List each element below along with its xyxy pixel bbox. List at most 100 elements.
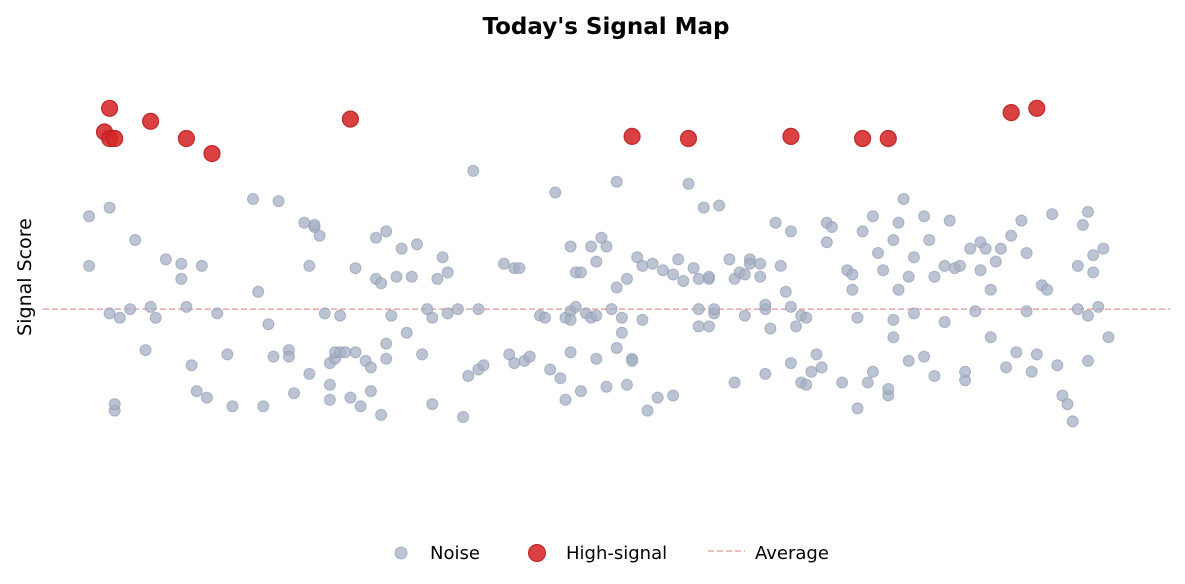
noise-point-226 — [1020, 305, 1033, 318]
noise-point-242 — [1082, 354, 1094, 367]
noise-point-142 — [703, 320, 715, 333]
noise-point-63 — [395, 242, 408, 255]
noise-point-165 — [784, 357, 797, 370]
noise-point-28 — [272, 195, 285, 208]
noise-point-163 — [784, 300, 797, 313]
noise-point-164 — [784, 225, 797, 238]
noise-point-218 — [984, 283, 997, 296]
noise-point-22 — [226, 400, 239, 413]
noise-point-0 — [83, 210, 96, 223]
noise-point-219 — [984, 331, 997, 344]
y-axis-label: Signal Score — [14, 218, 36, 336]
noise-point-61 — [385, 309, 398, 322]
noise-point-185 — [866, 365, 879, 378]
noise-point-246 — [1097, 242, 1110, 255]
noise-point-48 — [349, 262, 362, 275]
high-signal-point-6 — [203, 145, 221, 163]
noise-point-176 — [825, 221, 838, 233]
noise-point-228 — [1025, 365, 1038, 378]
noise-point-103 — [574, 385, 587, 398]
noise-point-141 — [703, 270, 715, 283]
noise-point-134 — [682, 177, 695, 190]
noise-point-212 — [959, 365, 972, 378]
noise-point-2 — [103, 201, 116, 214]
high-signal-point-7 — [341, 110, 359, 128]
noise-point-38 — [318, 307, 331, 320]
noise-point-179 — [846, 268, 859, 281]
noise-point-194 — [892, 216, 905, 229]
noise-point-113 — [605, 303, 618, 316]
legend-high-signal-marker — [528, 544, 546, 562]
noise-point-82 — [498, 257, 510, 270]
noise-point-75 — [451, 303, 464, 316]
noise-point-191 — [887, 234, 900, 246]
noise-point-244 — [1087, 266, 1100, 279]
noise-point-27 — [267, 350, 280, 363]
noise-point-154 — [754, 257, 767, 270]
noise-point-146 — [723, 253, 736, 266]
noise-point-205 — [928, 370, 941, 382]
noise-point-18 — [195, 259, 208, 272]
noise-point-160 — [769, 216, 782, 229]
legend-noise-label: Noise — [430, 543, 480, 564]
noise-point-6 — [113, 311, 126, 324]
legend-average-label: Average — [755, 543, 829, 564]
noise-point-7 — [124, 303, 137, 316]
noise-point-245 — [1092, 300, 1105, 313]
noise-point-197 — [902, 270, 915, 283]
noise-point-186 — [866, 210, 879, 223]
noise-point-223 — [1005, 229, 1018, 242]
noise-point-19 — [200, 391, 213, 404]
noise-point-123 — [631, 251, 644, 264]
noise-point-201 — [918, 210, 931, 223]
noise-point-1 — [83, 259, 96, 272]
noise-point-108 — [590, 309, 603, 322]
noise-point-110 — [595, 231, 608, 244]
noise-point-90 — [539, 311, 551, 324]
legend-noise-marker — [394, 546, 408, 560]
noise-point-115 — [610, 281, 623, 294]
noise-point-216 — [974, 264, 987, 277]
noise-point-161 — [774, 259, 787, 272]
noise-point-107 — [590, 255, 603, 268]
noise-point-57 — [375, 408, 388, 421]
noise-point-47 — [344, 391, 357, 404]
noise-point-65 — [405, 270, 418, 283]
noise-point-235 — [1061, 398, 1074, 411]
noise-point-91 — [544, 363, 557, 376]
noise-point-84 — [508, 357, 521, 370]
noise-point-12 — [159, 253, 172, 266]
high-signal-point-4 — [142, 112, 160, 130]
noise-point-144 — [708, 303, 721, 316]
noise-point-174 — [820, 236, 833, 249]
noise-point-67 — [416, 348, 429, 361]
noise-point-241 — [1082, 309, 1094, 322]
noise-point-33 — [303, 259, 316, 272]
noise-point-125 — [636, 313, 649, 326]
noise-point-120 — [621, 378, 633, 391]
noise-point-92 — [549, 186, 562, 199]
noise-point-221 — [994, 242, 1007, 255]
noise-point-135 — [687, 262, 700, 275]
noise-point-188 — [877, 264, 890, 277]
noise-point-16 — [185, 359, 198, 372]
noise-point-217 — [979, 242, 992, 255]
noise-point-112 — [600, 380, 613, 393]
noise-point-14 — [175, 272, 188, 285]
noise-point-198 — [902, 354, 915, 367]
legend: Noise High-signal Average — [394, 543, 829, 564]
noise-point-151 — [738, 309, 751, 322]
noise-point-231 — [1041, 283, 1054, 296]
noise-point-24 — [252, 285, 265, 298]
high-signal-point-1 — [100, 99, 119, 117]
noise-point-203 — [923, 234, 936, 246]
high-signal-point-8 — [623, 127, 641, 145]
noise-point-196 — [897, 193, 910, 205]
noise-point-26 — [262, 318, 275, 331]
high-signal-point-3 — [106, 129, 124, 148]
noise-point-129 — [656, 264, 669, 277]
noise-point-126 — [641, 404, 654, 417]
noise-point-21 — [221, 348, 234, 361]
noise-point-177 — [836, 376, 849, 389]
